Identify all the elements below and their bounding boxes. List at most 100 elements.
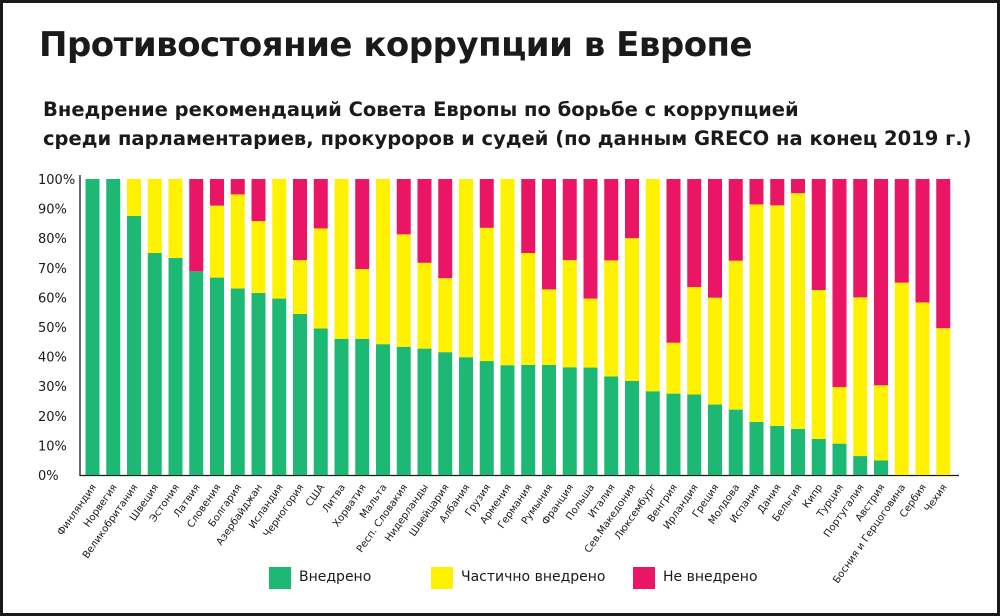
bar-implemented [832,443,847,475]
bar-not-implemented [604,179,619,261]
bar-implemented [708,404,722,475]
bar-implemented [168,258,183,475]
bar-not-implemented [189,179,204,272]
bar-partially-implemented [376,179,390,345]
bar-implemented [85,179,100,475]
bar-partially-implemented [894,282,909,475]
stacked-bar-chart: 0%10%20%30%40%50%60%70%80%90%100%Финлянд… [38,173,959,586]
bar-partially-implemented [127,179,141,216]
bar-implemented [583,367,598,475]
chart-subtitle-line-1: Внедрение рекомендаций Совета Европы по … [43,98,799,121]
bar-not-implemented [521,179,536,253]
bar-not-implemented [853,179,868,298]
legend-item-partially-implemented: Частично внедрено [431,566,631,590]
bar-implemented [666,393,681,475]
bar-partially-implemented [272,179,287,299]
bar-implemented [272,298,287,475]
bar-partially-implemented [728,260,743,410]
bar-partially-implemented [770,205,785,426]
bar-not-implemented [874,179,888,386]
bar-partially-implemented [396,234,411,347]
bar-implemented [811,438,826,475]
bar-implemented [293,313,307,475]
bar-not-implemented [355,179,370,269]
bar-not-implemented [396,179,411,235]
y-tick-label: 70% [38,262,67,277]
bar-implemented [728,409,743,475]
bar-not-implemented [749,179,764,205]
bar-partially-implemented [542,289,556,365]
bar-implemented [625,380,639,475]
bar-implemented [210,277,224,475]
bar-implemented [500,365,515,475]
y-tick-label: 0% [38,469,59,484]
bar-partially-implemented [293,260,307,314]
bar-not-implemented [791,179,805,194]
bar-not-implemented [479,179,494,228]
bar-partially-implemented [811,290,826,439]
bar-not-implemented [832,179,847,388]
bar-not-implemented [915,179,930,303]
bar-implemented [479,361,494,475]
bar-partially-implemented [417,262,432,349]
bar-not-implemented [687,179,702,288]
y-tick-label: 30% [38,380,67,395]
bar-partially-implemented [334,179,349,339]
bar-partially-implemented [625,238,639,381]
bar-implemented [355,338,370,475]
bar-not-implemented [417,179,432,263]
bar-implemented [521,364,536,475]
legend-item-implemented: Внедрено [269,566,379,590]
bar-implemented [313,328,328,475]
bar-implemented [645,391,660,475]
legend-label-not-implemented: Не внедрено [663,569,758,585]
bar-partially-implemented [832,387,847,444]
bar-implemented [230,288,245,475]
bar-partially-implemented [583,298,598,368]
bar-implemented [542,364,556,475]
bar-implemented [189,271,204,475]
bar-partially-implemented [853,297,868,457]
y-tick-label: 40% [38,351,67,366]
bar-partially-implemented [147,179,162,253]
bar-partially-implemented [313,228,328,329]
bar-partially-implemented [791,193,805,429]
bar-partially-implemented [251,221,266,293]
bar-not-implemented [894,179,909,283]
bar-not-implemented [728,179,743,261]
bar-partially-implemented [230,194,245,289]
bar-not-implemented [562,179,577,261]
bar-implemented [251,292,266,475]
bar-implemented [874,460,888,475]
bar-partially-implemented [459,179,473,358]
chart-subtitle: Внедрение рекомендаций Совета Европы по … [43,95,983,153]
chart-subtitle-line-2: среди парламентариев, прокуроров и судей… [43,127,972,150]
bar-not-implemented [313,179,328,229]
y-tick-label: 100% [38,173,75,188]
y-tick-label: 10% [38,439,67,454]
bar-implemented [417,348,432,475]
bar-partially-implemented [210,205,224,278]
legend-label-partially-implemented: Частично внедрено [461,569,606,585]
bar-implemented [127,216,141,475]
bar-implemented [376,344,390,475]
legend-swatch-not-implemented [633,567,655,589]
bar-partially-implemented [479,227,494,362]
bar-not-implemented [251,179,266,222]
y-tick-label: 80% [38,232,67,247]
bar-partially-implemented [604,260,619,377]
bar-not-implemented [210,179,224,206]
bar-not-implemented [230,179,245,195]
bar-implemented [438,352,453,475]
bar-implemented [147,253,162,475]
bar-implemented [749,422,764,475]
bar-not-implemented [438,179,453,279]
bar-implemented [562,367,577,475]
bar-not-implemented [293,179,307,261]
bar-partially-implemented [562,260,577,368]
bar-partially-implemented [749,204,764,423]
y-tick-label: 90% [38,203,67,218]
bar-not-implemented [708,179,722,298]
bar-not-implemented [625,179,639,239]
bar-partially-implemented [874,385,888,461]
